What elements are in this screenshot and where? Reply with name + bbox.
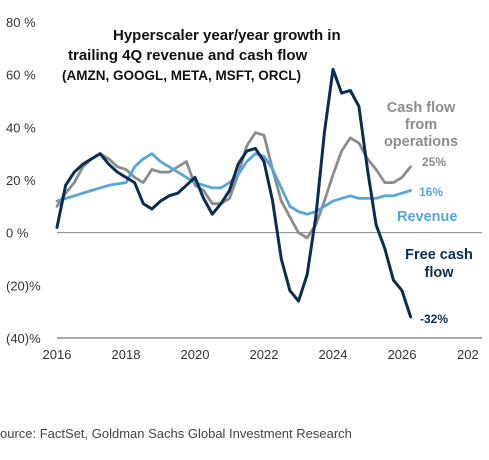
x-tick-label: 202 bbox=[457, 347, 479, 362]
revenue-end-value: 16% bbox=[419, 185, 443, 199]
y-tick-label: (40)% bbox=[6, 331, 41, 346]
revenue-label: Revenue bbox=[397, 209, 457, 225]
x-axis-tick-labels: 2016 2018 2020 2022 2024 2026 202 bbox=[43, 347, 479, 362]
title-line-1: Hyperscaler year/year growth in bbox=[113, 27, 341, 44]
chart-title: Hyperscaler year/year growth in trailing… bbox=[62, 27, 341, 83]
cash-flow-operations-label: Cash flow bbox=[387, 100, 456, 116]
x-tick-label: 2016 bbox=[43, 347, 72, 362]
chart-subtitle: (AMZN, GOOGL, META, MSFT, ORCL) bbox=[62, 68, 301, 83]
x-tick-label: 2020 bbox=[181, 347, 210, 362]
y-tick-label: 20 % bbox=[6, 173, 36, 188]
series-lines bbox=[55, 67, 413, 319]
y-tick-label: 40 % bbox=[6, 120, 36, 135]
free-cash-flow-label: flow bbox=[425, 265, 455, 281]
x-tick-label: 2022 bbox=[250, 347, 279, 362]
source-note: ource: FactSet, Goldman Sachs Global Inv… bbox=[0, 426, 352, 441]
x-tick-label: 2026 bbox=[388, 347, 417, 362]
cash-flow-operations-label: from bbox=[405, 117, 437, 133]
free-cash-flow-end-value: -32% bbox=[420, 312, 448, 326]
y-tick-label: (20)% bbox=[6, 278, 41, 293]
cash-flow-from-operations-line bbox=[55, 131, 412, 240]
revenue-line bbox=[55, 152, 412, 216]
title-line-2: trailing 4Q revenue and cash flow bbox=[68, 47, 308, 64]
y-tick-label: 60 % bbox=[6, 68, 36, 83]
y-tick-label: 80 % bbox=[6, 15, 36, 30]
x-tick-label: 2018 bbox=[112, 347, 141, 362]
free-cash-flow-label: Free cash bbox=[405, 247, 473, 263]
free-cash-flow-line bbox=[55, 67, 413, 319]
cash-flow-operations-label: operations bbox=[384, 134, 458, 150]
x-tick-label: 2024 bbox=[319, 347, 348, 362]
y-tick-label: 0 % bbox=[6, 226, 29, 241]
y-axis-tick-labels: 80 % 60 % 40 % 20 % 0 % (20)% (40)% bbox=[6, 15, 41, 346]
cash-flow-operations-end-value: 25% bbox=[422, 155, 446, 169]
